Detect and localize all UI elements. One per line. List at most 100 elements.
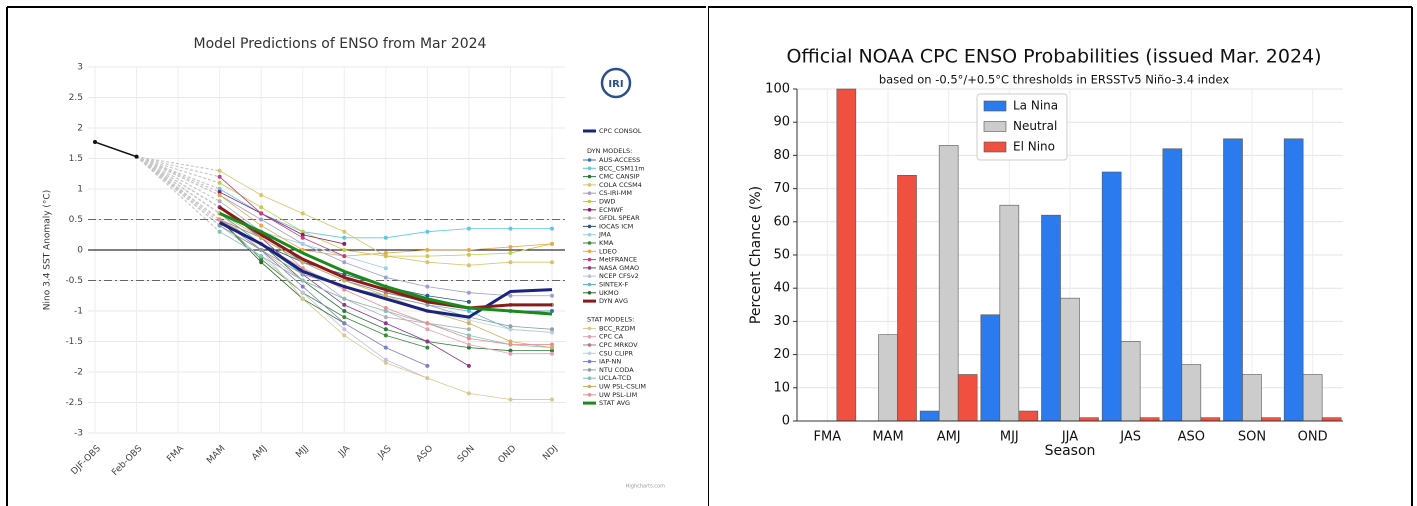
- point: [508, 293, 513, 298]
- point: [342, 327, 347, 332]
- point: [342, 309, 347, 313]
- legend-label: El Nino: [1013, 140, 1055, 154]
- bar: [1120, 341, 1141, 422]
- point: [383, 321, 388, 326]
- point: [425, 229, 430, 234]
- legend-group-title: STAT MODELS:: [587, 315, 634, 323]
- bar: [1162, 148, 1183, 422]
- point: [425, 284, 430, 289]
- point: [300, 235, 305, 240]
- legend-marker: [587, 343, 592, 347]
- point: [134, 154, 139, 159]
- point: [425, 248, 430, 252]
- point: [466, 327, 471, 332]
- point: [383, 305, 388, 310]
- bar: [1041, 214, 1061, 422]
- x-tick-label: JJA: [1061, 430, 1078, 445]
- point: [425, 339, 430, 344]
- connector: [136, 156, 220, 196]
- connector: [136, 156, 221, 233]
- y-tick-label: 0: [77, 246, 83, 256]
- y-axis-label: Percent Chance (%): [748, 186, 764, 324]
- legend-label: UCLA-TCD: [599, 374, 631, 382]
- legend-label: NCEP CFSv2: [599, 272, 639, 280]
- legend-marker: [587, 249, 592, 254]
- legend-marker: [587, 368, 592, 372]
- x-axis-label: Season: [1045, 443, 1096, 459]
- point: [425, 363, 430, 368]
- legend-label: DYN AVG: [599, 297, 628, 305]
- point: [342, 229, 347, 234]
- point: [259, 193, 264, 198]
- point: [466, 309, 471, 313]
- point: [466, 290, 471, 295]
- point: [466, 363, 471, 368]
- legend-marker: [587, 208, 592, 212]
- legend-label: CS-IRI-MM: [599, 189, 632, 197]
- point: [217, 168, 222, 173]
- y-tick-label: 1: [77, 185, 83, 195]
- point: [550, 345, 554, 350]
- legend-label: MetFRANCE: [599, 256, 637, 264]
- y-tick-label: 70: [773, 181, 790, 196]
- y-tick-label: 10: [773, 380, 790, 395]
- point: [259, 211, 264, 216]
- point: [466, 333, 471, 338]
- point: [383, 333, 388, 338]
- legend-label: BCC_CSM11m: [599, 164, 645, 172]
- legend-marker: [587, 291, 592, 295]
- x-tick-label: MAM: [872, 430, 903, 445]
- y-tick-label: 50: [773, 248, 790, 263]
- y-tick-label: 40: [773, 281, 790, 296]
- connector: [136, 156, 220, 178]
- x-tick-label: MJJ: [1000, 430, 1019, 445]
- logo: [600, 67, 632, 99]
- point: [550, 226, 554, 231]
- point: [550, 293, 554, 298]
- point: [508, 324, 513, 329]
- bar: [1060, 297, 1080, 422]
- point: [259, 260, 264, 265]
- point: [508, 327, 513, 332]
- point: [383, 290, 388, 295]
- point: [550, 309, 554, 313]
- connector: [136, 156, 220, 172]
- y-tick-label: 80: [773, 148, 790, 163]
- legend-label: IAP-NN: [599, 358, 621, 366]
- legend-label: SINTEX-F: [599, 281, 628, 289]
- point: [383, 266, 388, 271]
- point: [383, 293, 388, 298]
- point: [259, 248, 264, 252]
- point: [466, 263, 471, 268]
- legend-group-title: DYN MODELS:: [587, 147, 632, 155]
- y-tick-label: 2.5: [69, 93, 83, 103]
- y-tick-label: 2: [77, 124, 83, 134]
- y-tick-label: -2: [74, 368, 83, 378]
- legend-marker: [587, 334, 592, 339]
- series-line: [219, 219, 345, 324]
- legend-label: UW PSL-CSLIM: [599, 383, 646, 391]
- bar: [1181, 364, 1202, 422]
- chart-subtitle: based on -0.5°/+0.5°C thresholds in ERSS…: [879, 73, 1229, 87]
- point: [342, 260, 347, 265]
- legend-label: La Nina: [1013, 99, 1058, 113]
- point: [466, 336, 471, 341]
- legend-label: NTU CODA: [599, 366, 634, 374]
- connector: [136, 156, 221, 227]
- y-tick-label: 30: [773, 314, 790, 329]
- point: [300, 241, 305, 246]
- point: [342, 248, 347, 252]
- legend-marker: [587, 191, 592, 195]
- point: [466, 248, 471, 252]
- bar: [1101, 171, 1122, 422]
- legend-marker: [587, 326, 592, 331]
- legend-marker: [587, 282, 592, 287]
- legend-label: UKMO: [599, 289, 619, 297]
- x-tick-label: AMJ: [937, 430, 961, 445]
- legend-label: STAT AVG: [599, 399, 630, 407]
- point: [425, 293, 430, 298]
- series-line: [218, 221, 553, 319]
- legend-marker: [587, 199, 592, 204]
- point: [383, 360, 388, 365]
